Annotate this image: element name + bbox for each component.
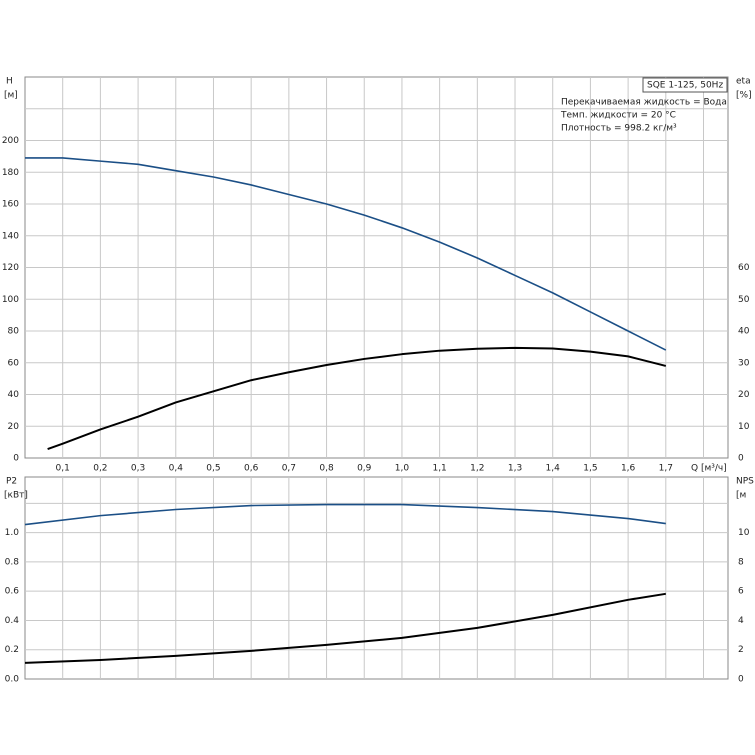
x-tick-label: 0,6 xyxy=(244,464,259,474)
note: Плотность = 998.2 кг/м³ xyxy=(561,124,677,134)
x-axis-label: Q [м³/ч] xyxy=(691,464,727,474)
x-tick-label: 1,5 xyxy=(583,464,597,474)
x-tick-label: 0,7 xyxy=(282,464,296,474)
y2-axis-unit: [%] xyxy=(736,91,752,101)
y-tick-label: 0.8 xyxy=(5,557,20,567)
x-tick-label: 0,4 xyxy=(169,464,184,474)
curve xyxy=(24,592,666,664)
x-tick-label: 1,4 xyxy=(546,464,561,474)
note: Темп. жидкости = 20 °C xyxy=(560,111,676,121)
y-tick-label: 60 xyxy=(8,358,20,368)
y-tick-label: 0.4 xyxy=(5,616,20,626)
y-tick-label: 0 xyxy=(13,454,19,464)
x-tick-label: 0,3 xyxy=(131,464,145,474)
x-tick-label: 0,1 xyxy=(56,464,70,474)
plot-frame xyxy=(24,476,729,680)
y2-tick-label: 60 xyxy=(738,263,750,273)
x-tick-label: 1,6 xyxy=(621,464,636,474)
y-tick-label: 120 xyxy=(2,263,19,273)
y-tick-label: 160 xyxy=(2,200,19,210)
y-axis-label: H xyxy=(6,77,13,87)
y2-tick-label: 2 xyxy=(738,645,744,655)
y2-tick-label: 0 xyxy=(738,675,744,685)
y-axis-unit: [м] xyxy=(4,91,18,101)
curve xyxy=(25,157,667,351)
x-tick-label: 1,0 xyxy=(395,464,410,474)
y2-tick-label: 6 xyxy=(738,587,744,597)
y-tick-label: 40 xyxy=(8,390,20,400)
y2-axis-label: NPS xyxy=(736,477,754,487)
y2-tick-label: 8 xyxy=(738,557,744,567)
y2-tick-label: 10 xyxy=(738,528,750,538)
y2-tick-label: 10 xyxy=(738,422,750,432)
x-tick-label: 0,8 xyxy=(319,464,334,474)
x-tick-label: 0,2 xyxy=(93,464,107,474)
x-tick-label: 0,9 xyxy=(357,464,372,474)
x-tick-label: 1,1 xyxy=(432,464,446,474)
x-tick-label: 1,2 xyxy=(470,464,484,474)
y-tick-label: 20 xyxy=(8,422,20,432)
y2-tick-label: 30 xyxy=(738,358,750,368)
x-tick-label: 1,7 xyxy=(659,464,673,474)
y2-tick-label: 4 xyxy=(738,616,744,626)
y2-tick-label: 40 xyxy=(738,327,750,337)
y-tick-label: 1.0 xyxy=(5,528,20,538)
y2-tick-label: 20 xyxy=(738,390,750,400)
y-tick-label: 100 xyxy=(2,295,19,305)
y2-tick-label: 50 xyxy=(738,295,750,305)
y-tick-label: 0.0 xyxy=(5,675,20,685)
box-label: SQE 1-125, 50Hz xyxy=(647,81,723,91)
label-box xyxy=(642,77,728,93)
y-tick-label: 80 xyxy=(8,327,20,337)
x-tick-label: 1,3 xyxy=(508,464,522,474)
y-tick-label: 200 xyxy=(2,136,19,146)
x-tick-label: 0,5 xyxy=(206,464,220,474)
y2-tick-label: 0 xyxy=(738,454,744,464)
note: Перекачиваемая жидкость = Вода xyxy=(561,98,727,108)
curve xyxy=(24,503,666,526)
curve xyxy=(47,346,667,451)
y2-axis-unit: [м xyxy=(736,491,746,501)
y-tick-label: 180 xyxy=(2,168,19,178)
y-axis-unit: [кВт] xyxy=(4,491,28,501)
y-tick-label: 0.6 xyxy=(5,587,20,597)
y2-axis-label: eta xyxy=(736,77,751,87)
y-axis-label: P2 xyxy=(6,477,17,487)
y-tick-label: 140 xyxy=(2,231,19,241)
y-tick-label: 0.2 xyxy=(5,645,19,655)
